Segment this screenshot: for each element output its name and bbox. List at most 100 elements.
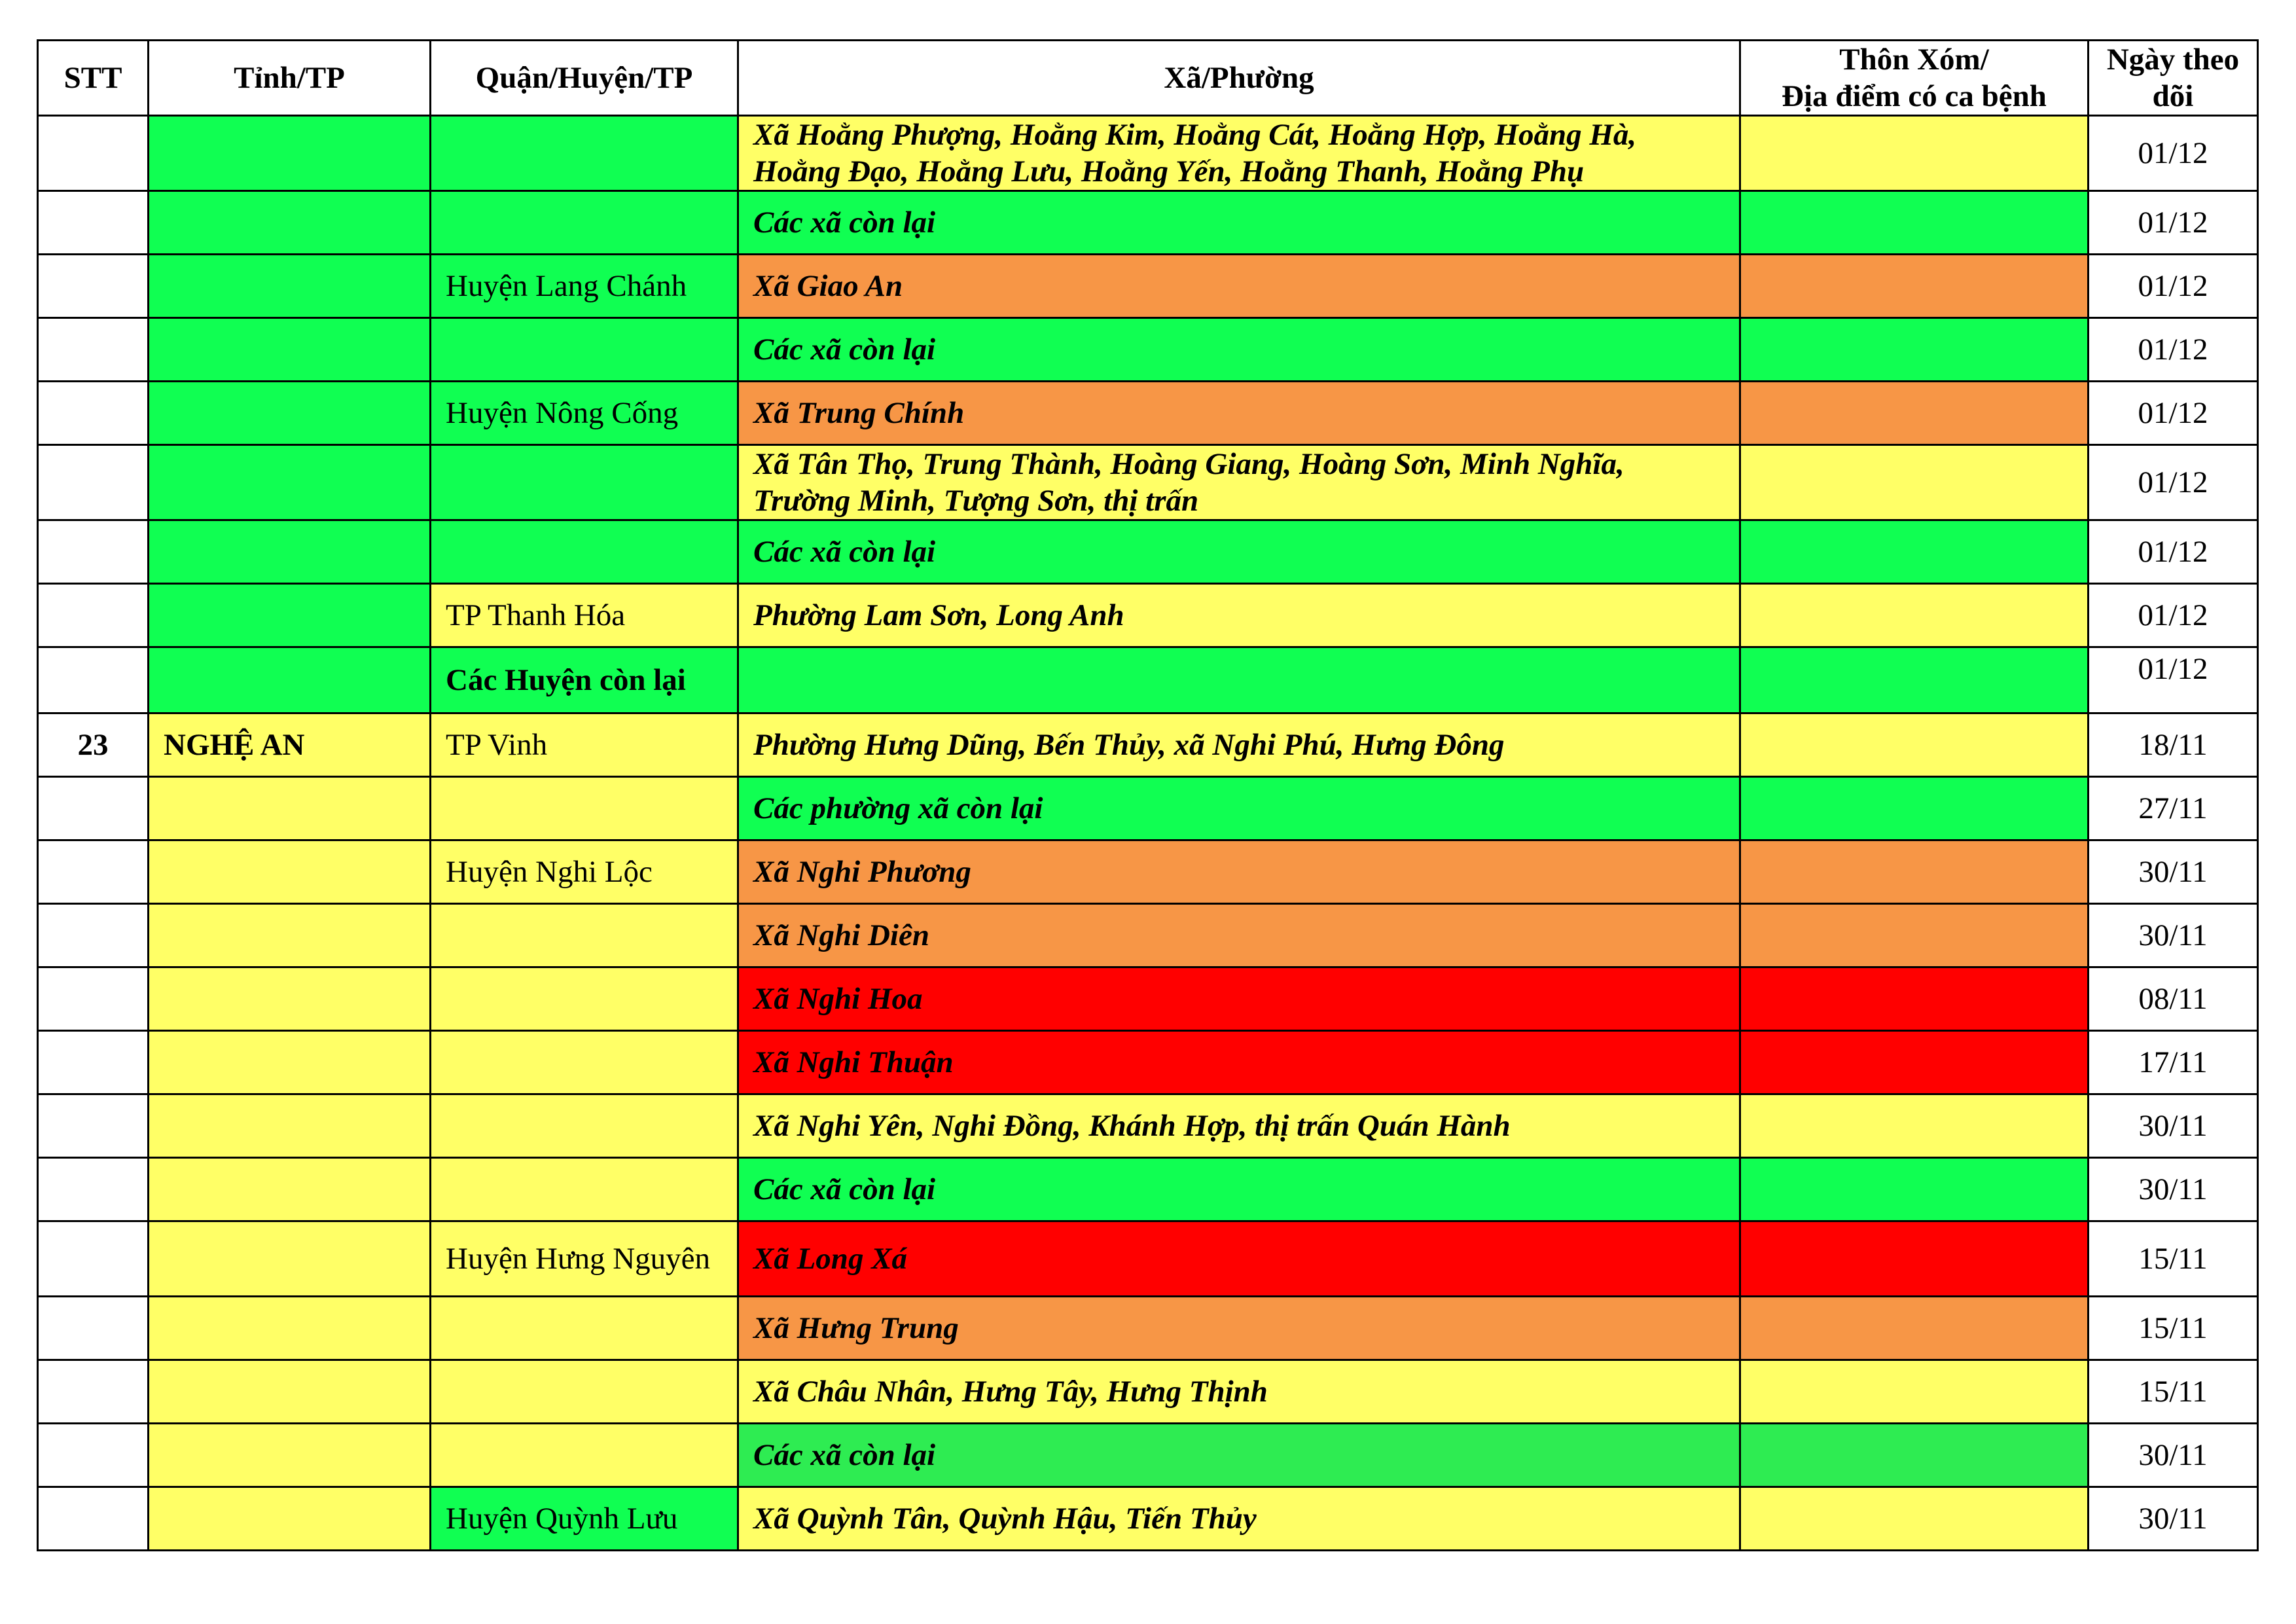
table-row: Huyện Nông Cống Xã Trung Chính 01/12 bbox=[37, 380, 2259, 446]
header-date-line2: dõi bbox=[2152, 79, 2194, 113]
ward-line: Hoằng Đạo, Hoằng Lưu, Hoằng Yến, Hoằng T… bbox=[753, 154, 1585, 189]
hamlet-cell bbox=[1739, 1295, 2089, 1361]
hamlet-cell bbox=[1739, 444, 2089, 521]
stt-cell bbox=[37, 1486, 149, 1551]
hamlet-cell bbox=[1739, 1157, 2089, 1222]
province-cell bbox=[147, 1422, 431, 1488]
hamlet-cell bbox=[1739, 380, 2089, 446]
province-cell bbox=[147, 444, 431, 521]
province-cell bbox=[147, 903, 431, 968]
hamlet-cell bbox=[1739, 712, 2089, 778]
table-row: 23 NGHỆ AN TP Vinh Phường Hưng Dũng, Bến… bbox=[37, 712, 2259, 778]
stt-cell bbox=[37, 903, 149, 968]
province-cell bbox=[147, 1486, 431, 1551]
district-cell bbox=[429, 444, 739, 521]
hamlet-cell bbox=[1739, 1422, 2089, 1488]
ward-cell: Xã Giao An bbox=[737, 253, 1741, 319]
covid-zone-table: STT Tỉnh/TP Quận/Huyện/TP Xã/Phường Thôn… bbox=[37, 39, 2259, 1551]
ward-cell: Xã Nghi Phương bbox=[737, 839, 1741, 905]
ward-cell: Các xã còn lại bbox=[737, 1422, 1741, 1488]
table-row: Các Huyện còn lại 01/12 bbox=[37, 646, 2259, 714]
hamlet-cell bbox=[1739, 1030, 2089, 1095]
ward-cell: Các xã còn lại bbox=[737, 190, 1741, 255]
stt-cell bbox=[37, 646, 149, 714]
table-row: Huyện Hưng Nguyên Xã Long Xá 15/11 bbox=[37, 1220, 2259, 1297]
district-cell bbox=[429, 1295, 739, 1361]
ward-cell: Các xã còn lại bbox=[737, 519, 1741, 585]
hamlet-cell bbox=[1739, 1359, 2089, 1424]
hamlet-cell bbox=[1739, 776, 2089, 841]
table-row: Xã Nghi Thuận 17/11 bbox=[37, 1030, 2259, 1095]
province-cell bbox=[147, 1359, 431, 1424]
date-cell: 30/11 bbox=[2087, 1157, 2259, 1222]
district-cell bbox=[429, 1093, 739, 1159]
header-stt: STT bbox=[37, 39, 149, 117]
ward-cell: Phường Hưng Dũng, Bến Thủy, xã Nghi Phú,… bbox=[737, 712, 1741, 778]
header-date: Ngày theo dõi bbox=[2087, 39, 2259, 117]
hamlet-cell bbox=[1739, 190, 2089, 255]
header-province: Tỉnh/TP bbox=[147, 39, 431, 117]
province-cell: NGHỆ AN bbox=[147, 712, 431, 778]
date-cell: 15/11 bbox=[2087, 1220, 2259, 1297]
stt-cell bbox=[37, 253, 149, 319]
province-cell bbox=[147, 1093, 431, 1159]
province-cell bbox=[147, 839, 431, 905]
table-row: Xã Châu Nhân, Hưng Tây, Hưng Thịnh 15/11 bbox=[37, 1359, 2259, 1424]
ward-cell: Xã Long Xá bbox=[737, 1220, 1741, 1297]
header-ward: Xã/Phường bbox=[737, 39, 1741, 117]
ward-line: Trường Minh, Tượng Sơn, thị trấn bbox=[753, 484, 1199, 518]
header-hamlet-line2: Địa điểm có ca bệnh bbox=[1782, 79, 2047, 113]
district-cell bbox=[429, 190, 739, 255]
stt-cell bbox=[37, 1295, 149, 1361]
date-cell: 01/12 bbox=[2087, 519, 2259, 585]
stt-cell bbox=[37, 190, 149, 255]
stt-cell bbox=[37, 839, 149, 905]
table-row: Các xã còn lại 01/12 bbox=[37, 519, 2259, 585]
date-cell: 01/12 bbox=[2087, 115, 2259, 192]
stt-cell bbox=[37, 966, 149, 1032]
district-cell: Huyện Nông Cống bbox=[429, 380, 739, 446]
table-row: Các xã còn lại 01/12 bbox=[37, 190, 2259, 255]
header-district: Quận/Huyện/TP bbox=[429, 39, 739, 117]
stt-cell bbox=[37, 1093, 149, 1159]
province-cell bbox=[147, 1157, 431, 1222]
table-row: Xã Nghi Diên 30/11 bbox=[37, 903, 2259, 968]
ward-cell: Các phường xã còn lại bbox=[737, 776, 1741, 841]
ward-cell: Xã Hưng Trung bbox=[737, 1295, 1741, 1361]
ward-cell: Xã Nghi Hoa bbox=[737, 966, 1741, 1032]
district-cell bbox=[429, 1422, 739, 1488]
district-cell: TP Thanh Hóa bbox=[429, 583, 739, 648]
ward-cell: Xã Nghi Thuận bbox=[737, 1030, 1741, 1095]
table-row: Xã Nghi Yên, Nghi Đồng, Khánh Hợp, thị t… bbox=[37, 1093, 2259, 1159]
date-cell: 15/11 bbox=[2087, 1295, 2259, 1361]
date-cell: 30/11 bbox=[2087, 839, 2259, 905]
date-cell: 01/12 bbox=[2087, 190, 2259, 255]
province-cell bbox=[147, 1295, 431, 1361]
date-cell: 17/11 bbox=[2087, 1030, 2259, 1095]
ward-cell: Xã Hoằng Phượng, Hoằng Kim, Hoằng Cát, H… bbox=[737, 115, 1741, 192]
district-cell bbox=[429, 1030, 739, 1095]
district-cell: Huyện Nghi Lộc bbox=[429, 839, 739, 905]
district-cell bbox=[429, 1157, 739, 1222]
table-row: Các xã còn lại 30/11 bbox=[37, 1157, 2259, 1222]
ward-line: Xã Hoằng Phượng, Hoằng Kim, Hoằng Cát, H… bbox=[753, 118, 1637, 152]
district-cell bbox=[429, 776, 739, 841]
date-cell: 01/12 bbox=[2087, 380, 2259, 446]
hamlet-cell bbox=[1739, 1093, 2089, 1159]
hamlet-cell bbox=[1739, 317, 2089, 382]
stt-cell: 23 bbox=[37, 712, 149, 778]
ward-cell: Các xã còn lại bbox=[737, 1157, 1741, 1222]
hamlet-cell bbox=[1739, 839, 2089, 905]
header-hamlet-line1: Thôn Xóm/ bbox=[1839, 43, 1989, 77]
ward-cell: Các xã còn lại bbox=[737, 317, 1741, 382]
hamlet-cell bbox=[1739, 115, 2089, 192]
date-cell: 08/11 bbox=[2087, 966, 2259, 1032]
stt-cell bbox=[37, 317, 149, 382]
table-row: Huyện Quỳnh Lưu Xã Quỳnh Tân, Quỳnh Hậu,… bbox=[37, 1486, 2259, 1551]
date-cell: 27/11 bbox=[2087, 776, 2259, 841]
province-cell bbox=[147, 519, 431, 585]
hamlet-cell bbox=[1739, 1220, 2089, 1297]
date-cell: 30/11 bbox=[2087, 1093, 2259, 1159]
hamlet-cell bbox=[1739, 646, 2089, 714]
stt-cell bbox=[37, 444, 149, 521]
